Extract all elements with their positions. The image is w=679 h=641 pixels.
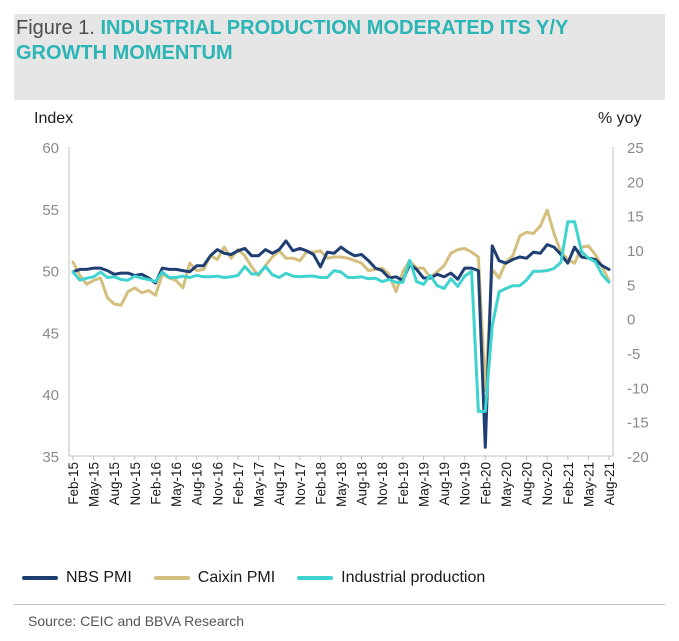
x-tick-label: Aug-19 [437, 462, 452, 506]
right-tick-label: -10 [627, 380, 649, 397]
legend-label-nbs: NBS PMI [66, 569, 132, 586]
x-tick-label: Feb-17 [231, 462, 246, 505]
footer-divider [14, 604, 665, 605]
chart-title: Figure 1. INDUSTRIAL PRODUCTION MODERATE… [16, 16, 636, 66]
legend-swatch-ip [297, 576, 334, 580]
series-line-nbs-pmi [71, 239, 611, 449]
right-tick-label: -5 [627, 346, 640, 363]
right-tick-label: 10 [627, 243, 644, 260]
x-tick-label: May-16 [169, 462, 184, 507]
legend: NBS PMI Caixin PMI Industrial production [22, 566, 507, 590]
legend-swatch-caixin [153, 576, 190, 580]
x-tick-label: May-17 [252, 462, 267, 507]
left-tick-label: 55 [42, 202, 59, 219]
right-tick-label: 5 [627, 277, 635, 294]
figure-label: Figure 1. [16, 17, 101, 39]
chart-area: 35 40 45 50 55 60 -20 -15 -10 -5 0 5 10 15 20 25 Feb-15 M… [42, 140, 649, 507]
x-tick-label: Nov-20 [540, 462, 555, 506]
right-tick-label: -20 [627, 449, 649, 466]
x-tick-label: Nov-18 [375, 462, 390, 506]
legend-swatch-nbs [22, 576, 58, 580]
left-tick-label: 40 [42, 387, 59, 404]
chart-title-text: INDUSTRIAL PRODUCTION MODERATED ITS Y/Y … [16, 17, 568, 64]
x-tick-label: May-19 [416, 462, 431, 507]
left-tick-label: 35 [42, 449, 59, 466]
legend-label-caixin: Caixin PMI [197, 569, 276, 586]
x-tick-label: Feb-18 [313, 462, 328, 505]
right-tick-label: -15 [627, 415, 649, 432]
x-tick-label: May-21 [581, 462, 596, 507]
x-tick-label: May-18 [334, 462, 349, 507]
x-tick-label: Aug-15 [107, 462, 122, 506]
source-note: Source: CEIC and BBVA Research [28, 613, 245, 629]
x-tick-label: Feb-19 [396, 462, 411, 505]
legend-item-nbs: NBS PMI [22, 569, 132, 587]
x-tick-label: Nov-15 [128, 462, 143, 506]
x-tick-label: Feb-15 [66, 462, 81, 505]
x-tick-label: Feb-21 [561, 462, 576, 505]
left-axis-title: Index [34, 110, 74, 127]
series-line-caixin-pmi [71, 208, 611, 392]
right-tick-label: 15 [627, 209, 644, 226]
x-tick-label: Nov-17 [293, 462, 308, 506]
x-tick-label: Aug-20 [520, 462, 535, 506]
legend-item-caixin: Caixin PMI [153, 569, 276, 587]
x-tick-label: Feb-20 [478, 462, 493, 505]
x-tick-label: Aug-16 [190, 462, 205, 506]
legend-label-ip: Industrial production [341, 569, 486, 586]
left-tick-label: 45 [42, 325, 59, 342]
x-tick-label: May-15 [87, 462, 102, 507]
x-tick-label: May-20 [499, 462, 514, 507]
left-tick-label: 50 [42, 264, 59, 281]
title-banner [14, 14, 665, 100]
right-tick-label: 0 [627, 312, 635, 329]
x-tick-label: Nov-16 [210, 462, 225, 506]
x-tick-label: Aug-21 [602, 462, 617, 506]
x-tick-label: Aug-18 [355, 462, 370, 506]
right-tick-label: 20 [627, 174, 644, 191]
right-tick-label: 25 [627, 140, 644, 157]
x-tick-label: Nov-19 [458, 462, 473, 506]
x-tick-label: Aug-17 [272, 462, 287, 506]
legend-item-ip: Industrial production [297, 569, 485, 587]
x-tick-label: Feb-16 [148, 462, 163, 505]
left-tick-label: 60 [42, 140, 59, 157]
right-axis-title: % yoy [598, 110, 642, 127]
series-line-industrial-production [71, 220, 611, 413]
